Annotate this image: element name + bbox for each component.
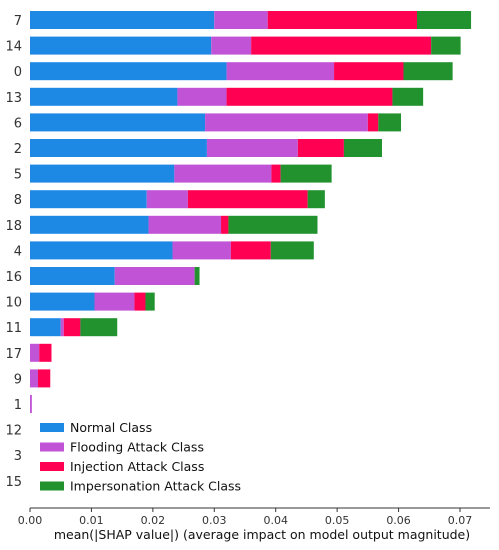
y-tick-label-1: 1 bbox=[14, 398, 22, 413]
y-tick-label-3: 3 bbox=[14, 449, 22, 464]
y-tick-label-6: 6 bbox=[14, 116, 22, 131]
y-tick-label-17: 17 bbox=[5, 347, 22, 362]
bar-feature-10-series-0 bbox=[30, 292, 95, 311]
bar-feature-11-series-3 bbox=[80, 318, 118, 337]
bar-feature-5-series-2 bbox=[271, 164, 281, 183]
bar-feature-16-series-1 bbox=[114, 267, 195, 285]
bar-feature-11-series-1 bbox=[60, 318, 64, 337]
x-tick-label-4: 0.04 bbox=[263, 514, 288, 527]
x-tick-label-7: 0.07 bbox=[448, 514, 473, 527]
y-tick-label-7: 7 bbox=[14, 14, 22, 29]
bar-feature-10-series-1 bbox=[94, 292, 135, 311]
y-tick-label-13: 13 bbox=[5, 91, 22, 106]
bar-feature-14-series-2 bbox=[251, 36, 432, 55]
x-axis-label: mean(|SHAP value|) (average impact on mo… bbox=[54, 527, 470, 542]
bar-feature-7-series-3 bbox=[417, 11, 472, 29]
bar-feature-8-series-2 bbox=[187, 190, 308, 209]
bar-feature-13-series-2 bbox=[226, 87, 393, 106]
x-tick-label-2: 0.02 bbox=[141, 514, 166, 527]
bar-feature-5-series-1 bbox=[174, 164, 272, 183]
x-tick-label-5: 0.05 bbox=[325, 514, 350, 527]
bar-feature-8-series-1 bbox=[146, 190, 188, 209]
bar-feature-18-series-3 bbox=[228, 215, 318, 234]
x-tick-label-1: 0.01 bbox=[79, 514, 104, 527]
legend-swatch-2 bbox=[40, 462, 64, 471]
bar-feature-13-series-0 bbox=[30, 87, 178, 106]
bar-feature-2-series-1 bbox=[206, 139, 298, 157]
bar-feature-17-series-1 bbox=[30, 343, 40, 362]
bar-feature-7-series-0 bbox=[30, 11, 215, 29]
bar-feature-4-series-1 bbox=[172, 241, 231, 260]
bar-feature-18-series-2 bbox=[221, 215, 229, 234]
bar-feature-4-series-3 bbox=[270, 241, 314, 260]
x-tick-label-3: 0.03 bbox=[202, 514, 227, 527]
y-tick-label-12: 12 bbox=[5, 424, 22, 439]
bar-feature-5-series-0 bbox=[30, 164, 175, 183]
bar-feature-17-series-2 bbox=[39, 343, 52, 362]
bar-feature-6-series-0 bbox=[30, 113, 206, 132]
bar-feature-13-series-1 bbox=[177, 87, 227, 106]
bar-feature-0-series-0 bbox=[30, 62, 227, 81]
bar-feature-11-series-2 bbox=[63, 318, 81, 337]
bar-feature-6-series-3 bbox=[378, 113, 402, 132]
legend-label-3: Impersonation Attack Class bbox=[70, 479, 241, 494]
bar-feature-7-series-1 bbox=[214, 11, 268, 29]
y-tick-label-8: 8 bbox=[14, 193, 22, 208]
x-tick-label-0: 0.00 bbox=[18, 514, 43, 527]
legend-swatch-0 bbox=[40, 423, 64, 432]
legend: Normal Class Flooding Attack Class Injecti… bbox=[40, 420, 241, 494]
bar-feature-13-series-3 bbox=[392, 87, 424, 106]
bar-feature-18-series-1 bbox=[148, 215, 222, 234]
bar-feature-9-series-2 bbox=[37, 369, 51, 388]
bar-feature-2-series-0 bbox=[30, 139, 207, 157]
bar-feature-0-series-2 bbox=[334, 62, 404, 81]
y-tick-label-16: 16 bbox=[5, 270, 22, 285]
bar-feature-4-series-2 bbox=[230, 241, 271, 260]
bar-feature-0-series-3 bbox=[403, 62, 453, 81]
bar-feature-4-series-0 bbox=[30, 241, 173, 260]
x-tick-label-6: 0.06 bbox=[386, 514, 411, 527]
legend-label-0: Normal Class bbox=[70, 420, 152, 435]
bar-feature-16-series-3 bbox=[194, 267, 200, 285]
bar-feature-9-series-1 bbox=[30, 369, 38, 388]
bar-feature-2-series-2 bbox=[297, 139, 344, 157]
bar-feature-11-series-0 bbox=[30, 318, 61, 337]
y-tick-label-5: 5 bbox=[14, 168, 22, 183]
y-tick-label-2: 2 bbox=[14, 142, 22, 157]
legend-label-2: Injection Attack Class bbox=[70, 459, 204, 474]
bar-feature-14-series-0 bbox=[30, 36, 212, 55]
y-tick-label-11: 11 bbox=[5, 321, 22, 336]
x-ticks: 0.00 0.01 0.02 0.03 0.04 0.05 0.06 0.07 bbox=[18, 508, 473, 527]
y-tick-label-9: 9 bbox=[14, 372, 22, 387]
bar-feature-1-series-1 bbox=[30, 395, 32, 413]
bar-feature-6-series-2 bbox=[367, 113, 379, 132]
bar-feature-10-series-3 bbox=[145, 292, 155, 311]
bar-feature-7-series-2 bbox=[267, 11, 417, 29]
y-tick-label-18: 18 bbox=[5, 219, 22, 234]
bar-feature-5-series-3 bbox=[280, 164, 332, 183]
bar-feature-8-series-0 bbox=[30, 190, 147, 209]
y-tick-label-10: 10 bbox=[5, 296, 22, 311]
bar-feature-0-series-1 bbox=[226, 62, 335, 81]
bar-feature-8-series-3 bbox=[307, 190, 325, 209]
bar-feature-14-series-3 bbox=[431, 36, 461, 55]
bar-feature-2-series-3 bbox=[343, 139, 382, 157]
legend-label-1: Flooding Attack Class bbox=[70, 440, 204, 455]
y-tick-label-14: 14 bbox=[5, 40, 22, 55]
bar-feature-16-series-0 bbox=[30, 267, 115, 285]
y-tick-labels: 7 14 0 13 6 2 5 8 18 4 16 10 11 17 9 1 12 3 15 bbox=[5, 14, 22, 490]
y-tick-label-4: 4 bbox=[14, 244, 22, 259]
bars-group bbox=[30, 11, 472, 413]
legend-swatch-1 bbox=[40, 442, 64, 452]
bar-feature-18-series-0 bbox=[30, 215, 149, 234]
y-tick-label-0: 0 bbox=[14, 65, 22, 80]
y-tick-label-15: 15 bbox=[5, 475, 22, 490]
bar-feature-6-series-1 bbox=[205, 113, 368, 132]
legend-swatch-3 bbox=[40, 481, 64, 491]
bar-feature-14-series-1 bbox=[211, 36, 252, 55]
bar-feature-10-series-2 bbox=[134, 292, 146, 311]
